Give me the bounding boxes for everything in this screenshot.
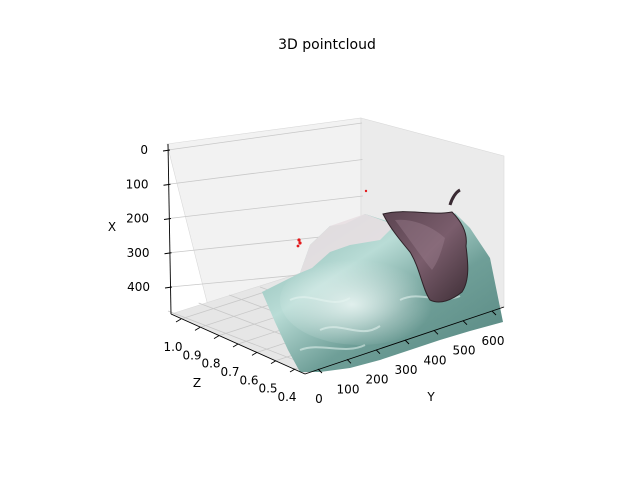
x-grid-line	[168, 159, 363, 185]
z-tick-label: 0.8	[201, 357, 220, 371]
surface-ridge-light	[300, 214, 395, 273]
z-tick-label: 0.6	[239, 373, 258, 387]
x-tick-label: 400	[127, 280, 150, 294]
y-tick-label: 400	[424, 353, 447, 367]
z-tick-label: 0.7	[220, 365, 239, 379]
x-tick-mark	[163, 218, 172, 220]
z-tick-mark	[175, 318, 182, 323]
x-tick-mark	[164, 286, 173, 289]
stingray-highlight	[395, 219, 445, 270]
x-tick-label: 200	[126, 212, 149, 226]
y-tick-mark	[462, 320, 468, 325]
stingray-body	[382, 211, 469, 303]
y-tick-label: 200	[366, 373, 389, 387]
y-tick-label: 100	[337, 382, 360, 396]
chart-title: 3D pointcloud	[278, 37, 376, 53]
y-axis-label: Y	[426, 390, 435, 404]
tick-labels: 0 100 200 300 400 1.00.90.80.70.60.50.4 0 100 20…	[126, 143, 505, 406]
y-tick-mark	[317, 368, 323, 374]
pointcloud-surface	[262, 188, 503, 372]
y-tick-mark	[346, 359, 352, 364]
y-tick-label: 500	[453, 344, 476, 358]
surface-sunlight	[280, 255, 440, 345]
z-tick-mark	[213, 335, 220, 340]
x-tick-mark	[164, 252, 172, 255]
z-tick-mark	[251, 351, 258, 356]
z-tick-label: 0.9	[182, 348, 201, 362]
y-tick-label: 300	[395, 363, 418, 377]
x-tick-mark	[162, 149, 171, 152]
y-tick-label: 600	[482, 334, 505, 348]
x-tick-label: 300	[127, 246, 150, 260]
y-axis-line	[304, 306, 505, 375]
y-grid-line	[167, 310, 319, 370]
y-tick-mark	[404, 339, 410, 345]
x-tick-label: 100	[126, 177, 149, 191]
x-axis-label: X	[108, 220, 116, 234]
outlier-point	[297, 238, 301, 242]
surface-caustics	[289, 295, 461, 351]
z-tick-mark	[194, 326, 201, 331]
stingray-tail	[448, 188, 461, 206]
outlier-point	[364, 189, 368, 193]
y-tick-mark	[491, 310, 497, 316]
y-tick-label: 0	[315, 392, 323, 406]
x-axis-line	[167, 143, 172, 315]
z-tick-label: 1.0	[163, 340, 182, 354]
z-tick-mark	[270, 360, 277, 365]
x-tick-label: 0	[140, 143, 148, 157]
z-tick-label: 0.5	[258, 382, 277, 396]
z-tick-mark	[232, 343, 239, 348]
z-tick-label: 0.4	[277, 390, 296, 404]
z-axis-label: Z	[193, 376, 201, 390]
z-tick-mark	[289, 368, 296, 373]
outlier-points	[296, 189, 368, 248]
y-tick-mark	[433, 330, 439, 335]
outlier-point	[298, 241, 302, 245]
y-tick-mark	[375, 349, 381, 354]
tick-marks	[162, 149, 497, 374]
x-grid-line	[168, 195, 364, 219]
outlier-point	[296, 244, 300, 248]
x-grid-line	[167, 122, 363, 151]
x-tick-mark	[163, 183, 171, 186]
